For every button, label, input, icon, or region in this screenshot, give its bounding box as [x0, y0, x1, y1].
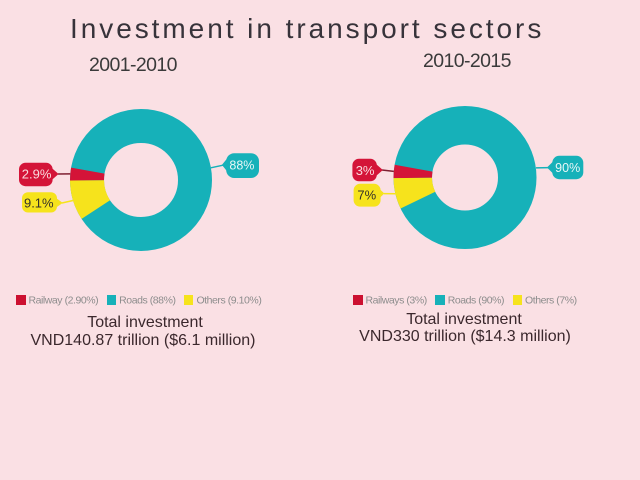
svg-text:88%: 88%: [229, 159, 254, 173]
svg-text:3%: 3%: [356, 163, 375, 178]
svg-text:2.9%: 2.9%: [22, 166, 52, 181]
svg-text:7%: 7%: [357, 187, 376, 202]
svg-text:90%: 90%: [555, 161, 580, 175]
svg-text:9.1%: 9.1%: [24, 195, 54, 210]
